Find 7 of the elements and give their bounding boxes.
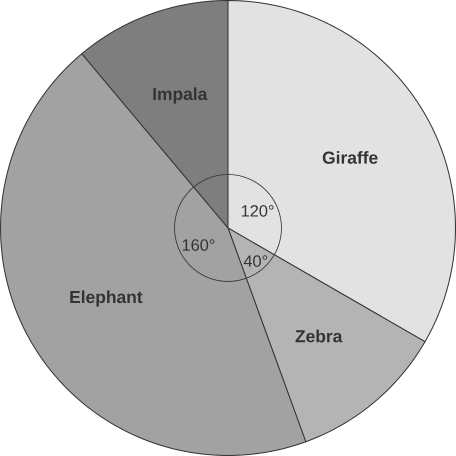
data-label: 160° [182,239,214,251]
data-label: 40° [244,255,268,267]
slice-label: Elephant [70,290,142,307]
data-label: 120° [242,205,274,217]
slice-label: Impala [153,87,208,104]
slice-label: Giraffe [322,151,378,164]
slice-label: Zebra [295,330,342,342]
